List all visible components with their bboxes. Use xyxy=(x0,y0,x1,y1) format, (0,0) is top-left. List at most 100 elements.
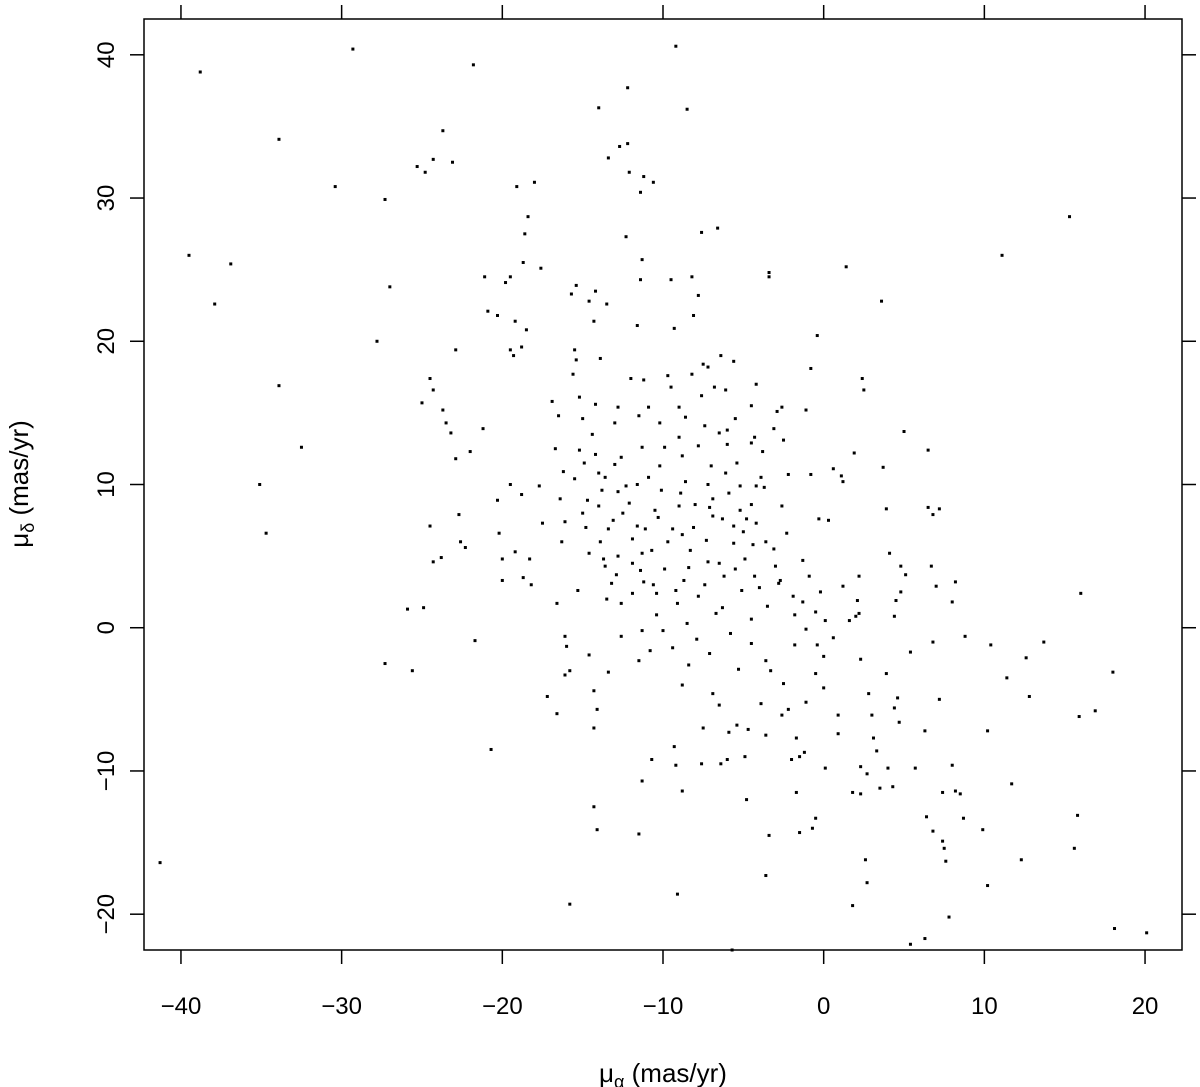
data-point xyxy=(457,513,461,517)
x-tick-label: 0 xyxy=(817,993,830,1020)
data-point xyxy=(1019,858,1023,862)
data-point xyxy=(773,564,777,568)
data-point xyxy=(692,313,696,317)
data-point xyxy=(732,524,736,528)
data-point xyxy=(605,597,609,601)
data-point xyxy=(711,514,715,518)
data-point xyxy=(749,617,753,621)
data-point xyxy=(701,362,705,366)
data-point xyxy=(725,442,729,446)
data-point xyxy=(666,374,670,378)
data-point xyxy=(772,547,776,551)
data-point xyxy=(642,378,646,382)
data-point xyxy=(767,833,771,837)
data-point xyxy=(886,766,890,770)
data-point xyxy=(934,584,938,588)
data-point xyxy=(814,610,818,614)
data-point xyxy=(753,435,757,439)
data-point xyxy=(553,447,557,451)
data-point xyxy=(602,557,606,561)
data-point xyxy=(605,302,609,306)
data-point xyxy=(741,530,745,534)
data-point xyxy=(730,948,734,952)
data-point xyxy=(571,372,575,376)
data-point xyxy=(692,525,696,529)
data-point xyxy=(862,388,866,392)
data-point xyxy=(616,405,620,409)
data-point xyxy=(630,561,634,565)
data-point xyxy=(701,726,705,730)
data-point xyxy=(537,484,541,488)
data-point xyxy=(878,786,882,790)
data-point xyxy=(728,631,732,635)
data-point xyxy=(650,758,654,762)
data-point xyxy=(708,505,712,509)
data-point xyxy=(764,733,768,737)
data-point xyxy=(863,858,867,862)
data-point xyxy=(727,491,731,495)
data-point xyxy=(630,537,634,541)
data-point xyxy=(1027,694,1031,698)
data-point xyxy=(818,590,822,594)
data-point xyxy=(693,503,697,507)
y-tick-label: 20 xyxy=(93,328,120,355)
data-point xyxy=(859,657,863,661)
data-point xyxy=(635,483,639,486)
data-point xyxy=(277,384,281,388)
data-point xyxy=(926,505,930,509)
data-point xyxy=(931,640,935,644)
data-point xyxy=(696,293,700,297)
data-point xyxy=(671,527,675,531)
data-point xyxy=(590,432,594,436)
data-point xyxy=(809,366,813,370)
data-point xyxy=(720,517,724,521)
data-point xyxy=(648,649,652,653)
data-point xyxy=(867,692,871,696)
data-point xyxy=(383,197,387,201)
data-point xyxy=(860,377,864,381)
data-point xyxy=(500,557,504,561)
data-point xyxy=(904,573,908,577)
data-point xyxy=(1145,931,1149,935)
data-point xyxy=(471,63,475,67)
data-point xyxy=(581,511,585,515)
data-point xyxy=(790,758,794,762)
data-point xyxy=(454,457,458,461)
data-point xyxy=(666,540,670,544)
data-point xyxy=(786,472,790,476)
data-point xyxy=(595,707,599,711)
data-point xyxy=(674,588,678,592)
data-point xyxy=(749,503,753,507)
y-tick-label: 0 xyxy=(93,621,120,634)
data-point xyxy=(719,762,723,766)
data-point xyxy=(573,477,577,481)
data-point xyxy=(585,498,589,502)
data-point xyxy=(802,750,806,754)
data-point xyxy=(550,399,554,403)
data-point xyxy=(613,421,617,425)
data-point xyxy=(574,283,578,287)
data-point xyxy=(851,790,855,794)
data-point xyxy=(749,441,753,445)
data-point xyxy=(444,421,448,425)
data-point xyxy=(749,404,753,408)
data-point xyxy=(703,583,707,587)
data-point xyxy=(804,700,808,704)
data-point xyxy=(637,414,641,418)
data-point xyxy=(847,619,851,623)
data-point xyxy=(759,702,763,706)
data-point xyxy=(610,581,614,585)
x-tick-label: −30 xyxy=(321,993,362,1020)
data-point xyxy=(703,424,707,428)
data-point xyxy=(989,643,993,647)
data-point xyxy=(865,772,869,776)
data-point xyxy=(513,319,517,323)
data-point xyxy=(489,747,493,751)
data-point xyxy=(680,683,684,687)
data-point xyxy=(158,861,162,865)
data-point xyxy=(892,706,896,710)
y-tick-label: 30 xyxy=(93,185,120,212)
data-point xyxy=(720,606,724,610)
data-point xyxy=(515,185,519,189)
data-point xyxy=(539,266,543,270)
